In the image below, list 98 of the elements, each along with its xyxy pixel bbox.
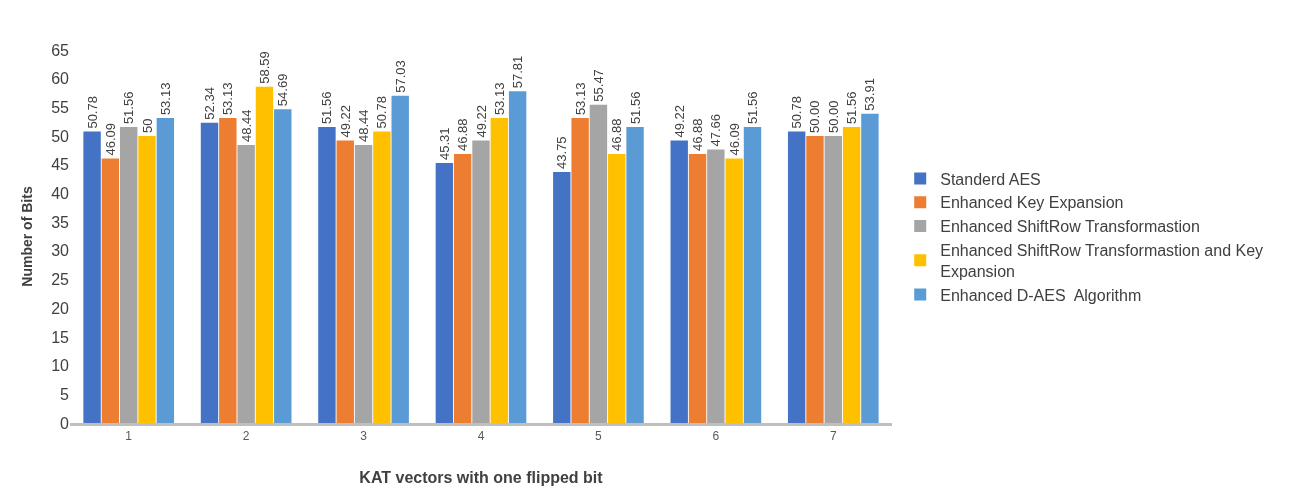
y-tick-label: 25 [51,271,70,289]
data-label: 51.56 [844,91,860,125]
y-tick-label: 60 [51,70,70,88]
x-axis-title: KAT vectors with one flipped bit [359,469,604,486]
data-label: 55.47 [590,69,606,102]
bar [336,140,354,423]
y-tick-label: 50 [51,127,70,145]
data-label: 46.09 [726,122,742,156]
bar [200,122,219,423]
data-label: 49.22 [473,105,489,138]
bar [318,127,336,423]
bar [138,136,156,423]
bar [120,127,138,423]
data-label: 51.56 [744,91,760,125]
bar [553,171,571,423]
y-tick-label: 30 [51,242,70,260]
data-label: 48.44 [238,109,254,143]
bar [688,153,707,423]
y-tick-label: 20 [51,299,70,317]
data-label: 50.78 [789,96,805,129]
data-label: 47.66 [708,113,724,147]
bar [508,91,527,423]
data-label: 50.78 [374,96,390,129]
x-tick-label: 6 [712,429,720,444]
bar [824,136,842,423]
data-label: 53.13 [572,82,588,116]
bar [354,145,373,423]
y-tick-label: 10 [51,357,70,375]
bar [725,158,743,423]
bar [83,131,101,423]
bar [626,127,644,423]
data-label: 49.22 [671,105,687,138]
x-tick-label: 3 [360,429,368,444]
bar [806,136,824,423]
y-tick-label: 35 [51,213,70,231]
data-label: 45.31 [436,127,452,160]
data-label: 49.22 [337,105,353,138]
bar [453,153,472,423]
data-label: 46.88 [609,118,625,151]
bar [237,145,255,423]
data-label: 51.56 [627,91,643,125]
data-label: 53.91 [862,78,878,111]
legend-label: Enhanced ShiftRow Transformastion [940,218,1200,236]
data-label: 54.69 [275,73,291,107]
data-label: 57.03 [392,60,408,93]
y-tick-label: 5 [60,385,70,403]
data-label: 52.34 [202,87,218,120]
legend-label: Enhanced D-AES Algorithm [940,286,1142,304]
data-label: 57.81 [510,55,526,89]
data-label: 58.59 [256,51,272,84]
bar [571,118,589,423]
x-tick-label: 7 [829,429,837,444]
bar [219,118,237,423]
bar [842,127,861,423]
y-tick-label: 65 [51,41,70,59]
bar [490,118,509,423]
bar [391,95,409,423]
bar [101,158,120,423]
legend-label: Enhanced ShiftRow Transformastion and Key Expansion [940,242,1264,280]
y-tick-label: 45 [51,156,70,174]
x-tick-label: 5 [595,429,603,444]
bar [472,140,490,423]
data-label: 46.09 [102,122,118,156]
data-label: 48.44 [356,109,372,143]
data-label: 43.75 [554,136,570,169]
bar [589,104,608,423]
y-tick-label: 40 [51,185,70,203]
bar [670,140,688,423]
bar [156,118,175,423]
bar [787,131,806,423]
bar [373,131,391,423]
data-label: 50.00 [825,100,841,134]
y-axis-title: Number of Bits [19,186,35,287]
bar [707,149,725,423]
bar [608,153,626,423]
bar [861,113,879,423]
y-tick-label: 0 [60,414,70,432]
data-label: 53.13 [491,82,507,116]
data-label: 50.00 [807,100,823,134]
data-label: 51.56 [121,91,137,125]
bar [743,127,762,423]
data-label: 53.13 [157,82,173,116]
x-tick-label: 4 [477,429,485,444]
x-tick-label: 1 [125,429,133,444]
legend-label: Standerd AES [940,170,1041,188]
data-label: 46.88 [455,118,471,151]
bar [435,162,454,423]
data-label: 53.13 [220,82,236,116]
bar [255,86,274,423]
y-tick-label: 55 [51,98,70,116]
data-label: 50.78 [84,96,100,129]
data-label: 46.88 [690,118,706,151]
x-tick-label: 2 [242,429,250,444]
bar [274,109,292,423]
y-tick-label: 15 [51,328,70,346]
data-label: 51.56 [319,91,335,125]
data-label: 50 [139,118,155,134]
legend-label: Enhanced Key Expansion [940,194,1124,212]
